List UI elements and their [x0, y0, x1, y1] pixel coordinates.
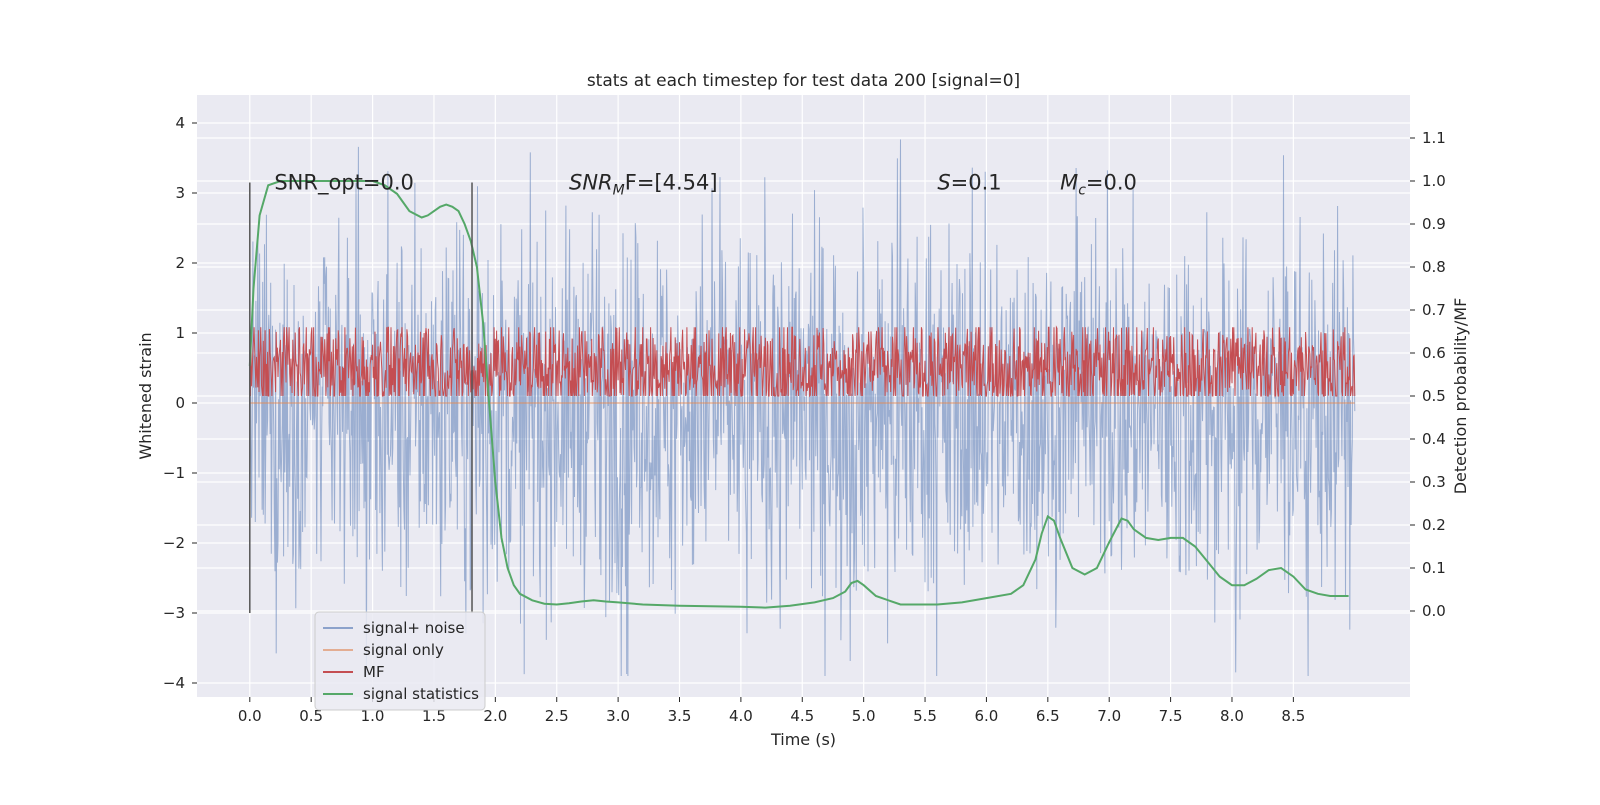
y-tick-label: −3 [163, 604, 185, 622]
y-tick-label: −4 [163, 674, 185, 692]
vertical-markers [249, 182, 473, 613]
y-axis-label: Whitened strain [136, 332, 155, 459]
y-axis-ticks: 4 3 2 1 0 −1 −2 −3 −4 [163, 114, 197, 692]
annotation: S=0.1 [937, 171, 1001, 195]
y-tick-label: 1 [175, 324, 185, 342]
x-tick-label: 5.5 [913, 707, 937, 725]
x-tick-label: 0.0 [238, 707, 262, 725]
x-tick-label: 6.0 [975, 707, 999, 725]
y-tick-label: −1 [163, 464, 185, 482]
x-axis-label: Time (s) [770, 730, 836, 749]
series-signal-statistics [248, 180, 1349, 609]
annotations: SNR_opt=0.0 SNRMF=[4.54] S=0.1 Mc=0.0 [274, 171, 1137, 199]
x-tick-label: 7.5 [1159, 707, 1183, 725]
series-layer [248, 139, 1356, 677]
right-tick-label: 0.5 [1422, 387, 1446, 405]
x-tick-label: 2.0 [483, 707, 507, 725]
x-tick-label: 1.5 [422, 707, 446, 725]
right-tick-label: 1.0 [1422, 172, 1446, 190]
right-tick-label: 0.3 [1422, 473, 1446, 491]
legend-label: signal only [363, 641, 444, 659]
x-tick-label: 5.0 [852, 707, 876, 725]
y-tick-label: 4 [175, 114, 185, 132]
right-axis-ticks: 1.1 1.0 0.9 0.8 0.7 0.6 0.5 0.4 0.3 0.2 0.1 0.0 [1410, 129, 1446, 620]
y-tick-label: 2 [175, 254, 185, 272]
right-tick-label: 0.4 [1422, 430, 1446, 448]
annotation: SNRMF=[4.54] [569, 171, 718, 199]
y-tick-label: 0 [175, 394, 185, 412]
right-tick-label: 0.8 [1422, 258, 1446, 276]
x-tick-label: 3.0 [606, 707, 630, 725]
x-tick-label: 7.0 [1097, 707, 1121, 725]
annotation: Mc=0.0 [1060, 171, 1137, 199]
series-signal-noise [249, 139, 1356, 677]
y-tick-label: 3 [175, 184, 185, 202]
x-tick-label: 2.5 [545, 707, 569, 725]
legend-label: signal+ noise [363, 619, 465, 637]
right-tick-label: 0.2 [1422, 516, 1446, 534]
right-y-axis-label: Detection probability/MF [1451, 298, 1470, 495]
right-tick-label: 0.9 [1422, 215, 1446, 233]
right-tick-label: 0.1 [1422, 559, 1446, 577]
right-tick-label: 0.6 [1422, 344, 1446, 362]
x-tick-label: 6.5 [1036, 707, 1060, 725]
series-mf [249, 325, 1356, 398]
x-tick-label: 8.5 [1281, 707, 1305, 725]
y-tick-label: −2 [163, 534, 185, 552]
x-tick-label: 1.0 [361, 707, 385, 725]
x-tick-label: 0.5 [299, 707, 323, 725]
right-tick-label: 0.7 [1422, 301, 1446, 319]
right-tick-label: 1.1 [1422, 129, 1446, 147]
legend-box [314, 611, 486, 711]
x-tick-label: 3.5 [668, 707, 692, 725]
legend: signal+ noise signal only MF signal statist… [314, 611, 486, 711]
legend-label: MF [363, 663, 385, 681]
x-tick-label: 4.5 [790, 707, 814, 725]
x-tick-label: 8.0 [1220, 707, 1244, 725]
annotation: SNR_opt=0.0 [274, 171, 414, 196]
chart-title: stats at each timestep for test data 200… [587, 71, 1020, 91]
x-tick-label: 4.0 [729, 707, 753, 725]
legend-label: signal statistics [363, 685, 479, 703]
right-tick-label: 0.0 [1422, 602, 1446, 620]
x-axis-ticks: 0.0 0.5 1.0 1.5 2.0 2.5 3.0 3.5 4.0 4.5 5.0 5.5 6.0 6… [238, 697, 1305, 725]
